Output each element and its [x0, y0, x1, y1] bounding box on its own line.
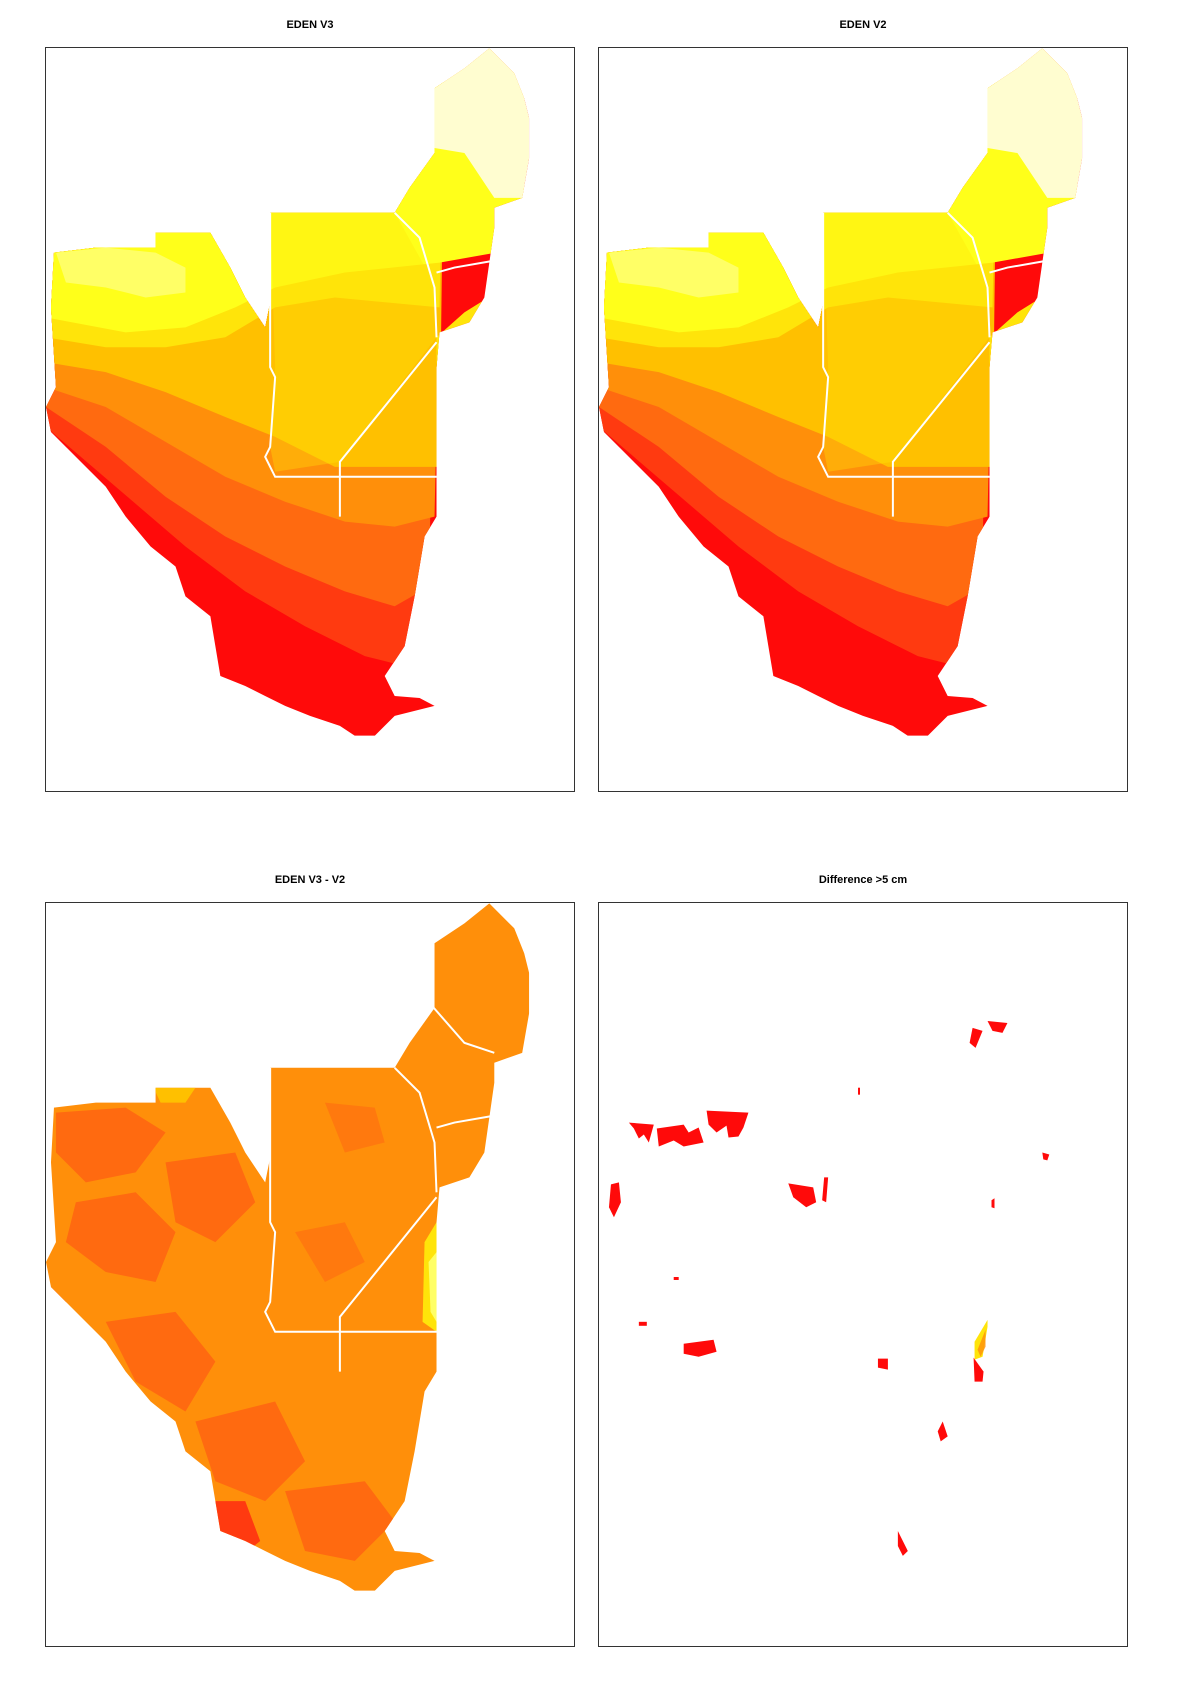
map-difference-greater-5cm	[598, 902, 1128, 1647]
map-threshold-svg	[608, 1020, 1050, 1556]
panel-title-eden-v3: EDEN V3	[286, 19, 334, 31]
map-eden-v3	[45, 47, 575, 792]
map-eden-v2-svg	[599, 48, 1083, 736]
map-eden-v2	[598, 47, 1128, 792]
panel-title-difference-5cm: Difference >5 cm	[818, 874, 908, 886]
map-eden-v3-minus-v2	[45, 902, 575, 1647]
map-difference-svg	[46, 903, 530, 1591]
map-eden-v3-svg	[46, 48, 530, 736]
panel-title-eden-v2: EDEN V2	[839, 19, 887, 31]
panel-title-difference: EDEN V3 - V2	[274, 874, 346, 886]
